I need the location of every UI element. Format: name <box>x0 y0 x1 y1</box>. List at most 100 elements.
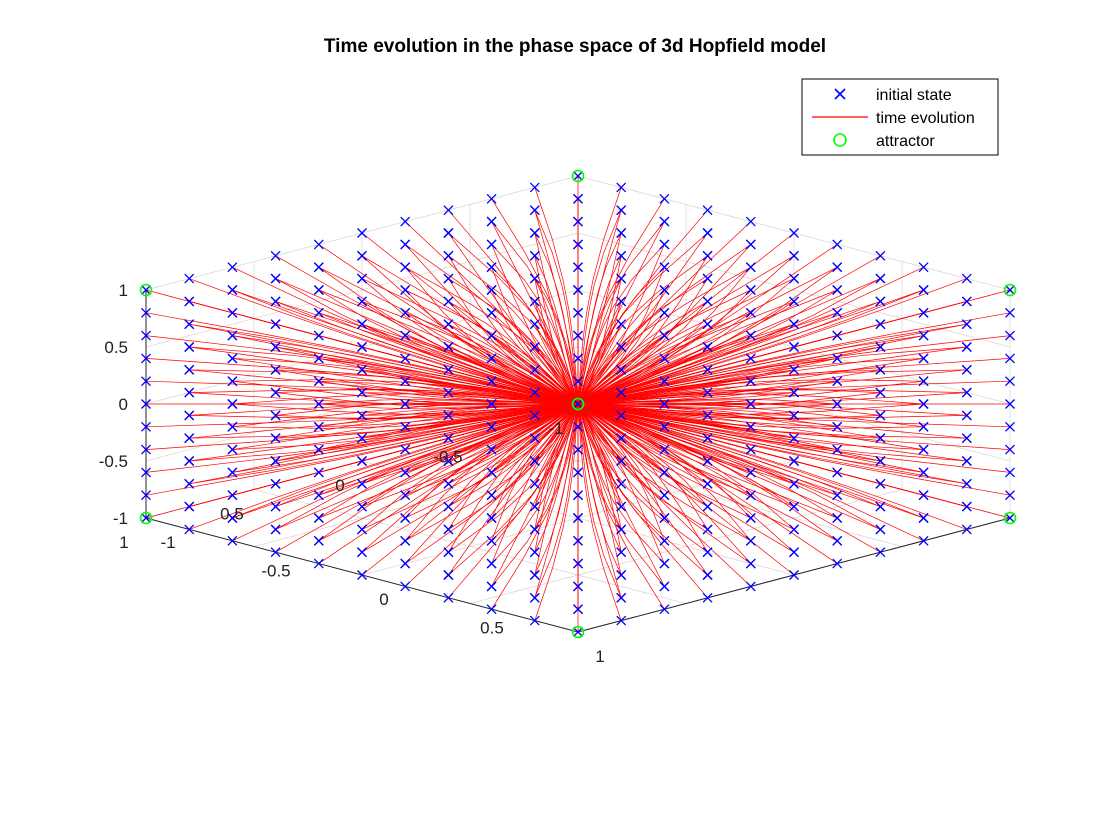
initial-state-marker <box>789 501 799 512</box>
initial-state-marker <box>141 376 151 387</box>
initial-state-marker <box>961 296 972 307</box>
initial-state-marker <box>616 478 627 489</box>
initial-state-marker <box>400 444 411 455</box>
initial-state-marker <box>875 547 886 558</box>
initial-state-marker <box>270 547 281 558</box>
initial-state-marker <box>789 547 799 558</box>
grid-line <box>253 489 687 604</box>
initial-state-marker <box>573 353 583 364</box>
initial-state-marker <box>1005 399 1015 409</box>
initial-state-marker <box>1005 307 1015 318</box>
initial-state-marker <box>832 421 843 432</box>
initial-state-marker <box>184 296 195 307</box>
initial-state-marker <box>357 273 367 284</box>
initial-state-marker <box>918 376 929 387</box>
initial-state-marker <box>529 501 540 512</box>
initial-state-marker <box>573 376 583 387</box>
initial-state-marker <box>486 467 497 478</box>
initial-state-marker <box>702 524 713 535</box>
initial-state-marker <box>702 296 713 307</box>
initial-state-marker <box>486 307 497 318</box>
initial-state-marker <box>616 570 627 580</box>
initial-state-marker <box>400 490 411 501</box>
initial-state-marker <box>616 250 627 261</box>
initial-state-marker <box>659 193 670 204</box>
initial-state-marker <box>789 410 799 421</box>
initial-state-marker <box>961 456 972 466</box>
initial-state-marker <box>1005 513 1015 523</box>
initial-state-marker <box>832 262 843 273</box>
initial-state-marker <box>141 330 151 341</box>
initial-state-marker <box>357 342 367 352</box>
initial-state-marker <box>141 353 151 364</box>
initial-state-marker <box>789 433 799 444</box>
initial-state-marker <box>184 364 195 375</box>
initial-state-marker <box>1005 285 1015 295</box>
initial-state-marker <box>443 319 454 330</box>
initial-state-marker <box>313 353 324 364</box>
initial-state-marker <box>789 570 799 580</box>
initial-state-marker <box>616 387 627 398</box>
initial-state-marker <box>659 558 670 569</box>
initial-state-marker <box>918 467 929 478</box>
initial-state-marker <box>832 444 843 455</box>
initial-state-marker <box>616 524 627 535</box>
initial-state-marker <box>702 364 713 375</box>
initial-state-marker <box>486 558 497 569</box>
initial-state-marker <box>659 535 670 546</box>
initial-state-marker <box>529 456 540 466</box>
initial-state-marker <box>789 456 799 466</box>
initial-state-marker <box>529 296 540 307</box>
initial-state-marker <box>702 342 713 352</box>
grid-line <box>469 489 903 604</box>
initial-state-marker <box>745 467 756 478</box>
legend-marker-initial-state <box>834 88 846 100</box>
initial-state-marker <box>486 399 497 409</box>
initial-state-marker <box>745 239 756 250</box>
initial-state-marker <box>313 376 324 387</box>
initial-state-marker <box>659 399 670 409</box>
initial-state-marker <box>270 478 281 489</box>
initial-state-marker <box>529 433 540 444</box>
attractor-marker <box>1003 283 1017 297</box>
initial-state-marker <box>616 342 627 352</box>
initial-state-marker <box>875 410 886 421</box>
initial-state-marker <box>443 570 454 580</box>
initial-state-marker <box>443 296 454 307</box>
initial-state-marker <box>573 262 583 273</box>
initial-state-marker <box>702 547 713 558</box>
x-tick-label: -1 <box>548 419 563 438</box>
initial-state-marker <box>313 307 324 318</box>
initial-state-marker <box>616 547 627 558</box>
legend-marker-attractor <box>833 133 847 147</box>
attractor-marker <box>571 397 585 411</box>
initial-state-marker <box>357 501 367 512</box>
initial-state-marker <box>875 478 886 489</box>
initial-state-marker <box>616 296 627 307</box>
initial-state-marker <box>486 239 497 250</box>
initial-state-marker <box>400 216 411 227</box>
initial-state-marker <box>616 433 627 444</box>
initial-state-marker <box>659 444 670 455</box>
initial-state-marker <box>875 501 886 512</box>
initial-state-marker <box>918 285 929 295</box>
initial-state-marker <box>832 513 843 523</box>
initial-state-marker <box>443 273 454 284</box>
initial-state-marker <box>357 478 367 489</box>
initial-state-marker <box>961 433 972 444</box>
initial-state-marker <box>745 421 756 432</box>
initial-state-marker <box>745 330 756 341</box>
attractor-marker <box>1003 511 1017 525</box>
initial-state-marker <box>529 547 540 558</box>
initial-state-marker <box>745 262 756 273</box>
initial-state-marker <box>529 387 540 398</box>
initial-state-marker <box>573 421 583 432</box>
initial-state-marker <box>227 467 238 478</box>
initial-state-marker <box>573 285 583 295</box>
initial-state-marker <box>875 273 886 284</box>
initial-state-marker <box>832 490 843 501</box>
initial-state-marker <box>443 250 454 261</box>
initial-state-marker <box>443 387 454 398</box>
initial-state-marker <box>486 262 497 273</box>
initial-state-marker <box>270 364 281 375</box>
